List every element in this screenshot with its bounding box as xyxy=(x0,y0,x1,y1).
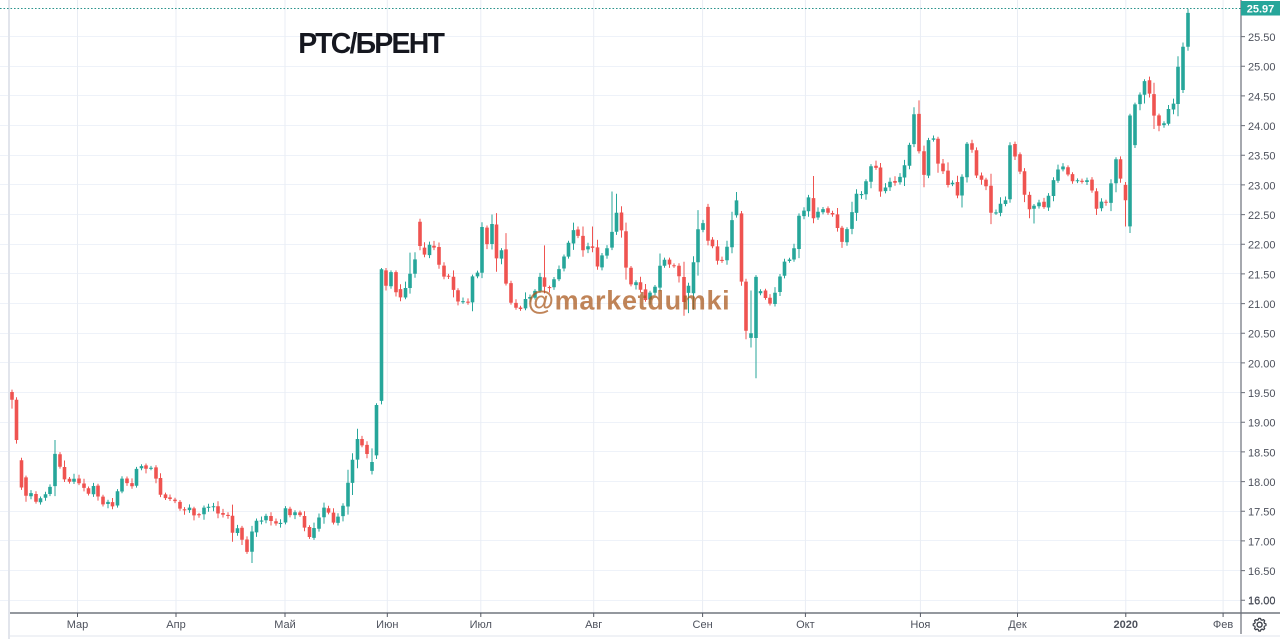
svg-text:22.00: 22.00 xyxy=(1248,240,1276,252)
svg-text:Май: Май xyxy=(274,619,296,631)
svg-text:2020: 2020 xyxy=(1114,619,1138,631)
svg-text:24.50: 24.50 xyxy=(1248,91,1276,103)
svg-text:Апр: Апр xyxy=(166,619,185,631)
svg-text:18.50: 18.50 xyxy=(1248,447,1276,459)
svg-text:16.50: 16.50 xyxy=(1248,566,1276,578)
svg-text:Июн: Июн xyxy=(376,619,398,631)
svg-text:Окт: Окт xyxy=(796,619,815,631)
svg-text:19.00: 19.00 xyxy=(1248,418,1276,430)
svg-text:РТС/БРЕНТ: РТС/БРЕНТ xyxy=(298,28,445,60)
svg-text:22.50: 22.50 xyxy=(1248,210,1276,222)
svg-text:18.00: 18.00 xyxy=(1248,477,1276,489)
svg-text:17.50: 17.50 xyxy=(1248,507,1276,519)
svg-text:25.97: 25.97 xyxy=(1247,3,1275,15)
svg-text:16.00: 16.00 xyxy=(1248,596,1276,608)
svg-text:24.00: 24.00 xyxy=(1248,121,1276,133)
svg-text:21.00: 21.00 xyxy=(1248,299,1276,311)
svg-text:@marketdumki: @marketdumki xyxy=(528,286,731,316)
svg-text:17.00: 17.00 xyxy=(1248,536,1276,548)
svg-text:Авг: Авг xyxy=(585,619,602,631)
svg-text:Мар: Мар xyxy=(67,619,89,631)
svg-text:Ноя: Ноя xyxy=(910,619,930,631)
svg-text:25.50: 25.50 xyxy=(1248,32,1276,44)
svg-text:23.50: 23.50 xyxy=(1248,151,1276,163)
svg-text:Июл: Июл xyxy=(470,619,492,631)
svg-text:16.00: 16.00 xyxy=(1248,595,1276,607)
svg-text:Фев: Фев xyxy=(1213,619,1233,631)
svg-text:Сен: Сен xyxy=(693,619,713,631)
svg-text:21.50: 21.50 xyxy=(1248,269,1276,281)
svg-text:25.00: 25.00 xyxy=(1248,62,1276,74)
svg-text:20.50: 20.50 xyxy=(1248,329,1276,341)
svg-text:23.00: 23.00 xyxy=(1248,180,1276,192)
svg-text:19.50: 19.50 xyxy=(1248,388,1276,400)
svg-text:20.00: 20.00 xyxy=(1248,358,1276,370)
svg-text:Дек: Дек xyxy=(1008,619,1027,631)
